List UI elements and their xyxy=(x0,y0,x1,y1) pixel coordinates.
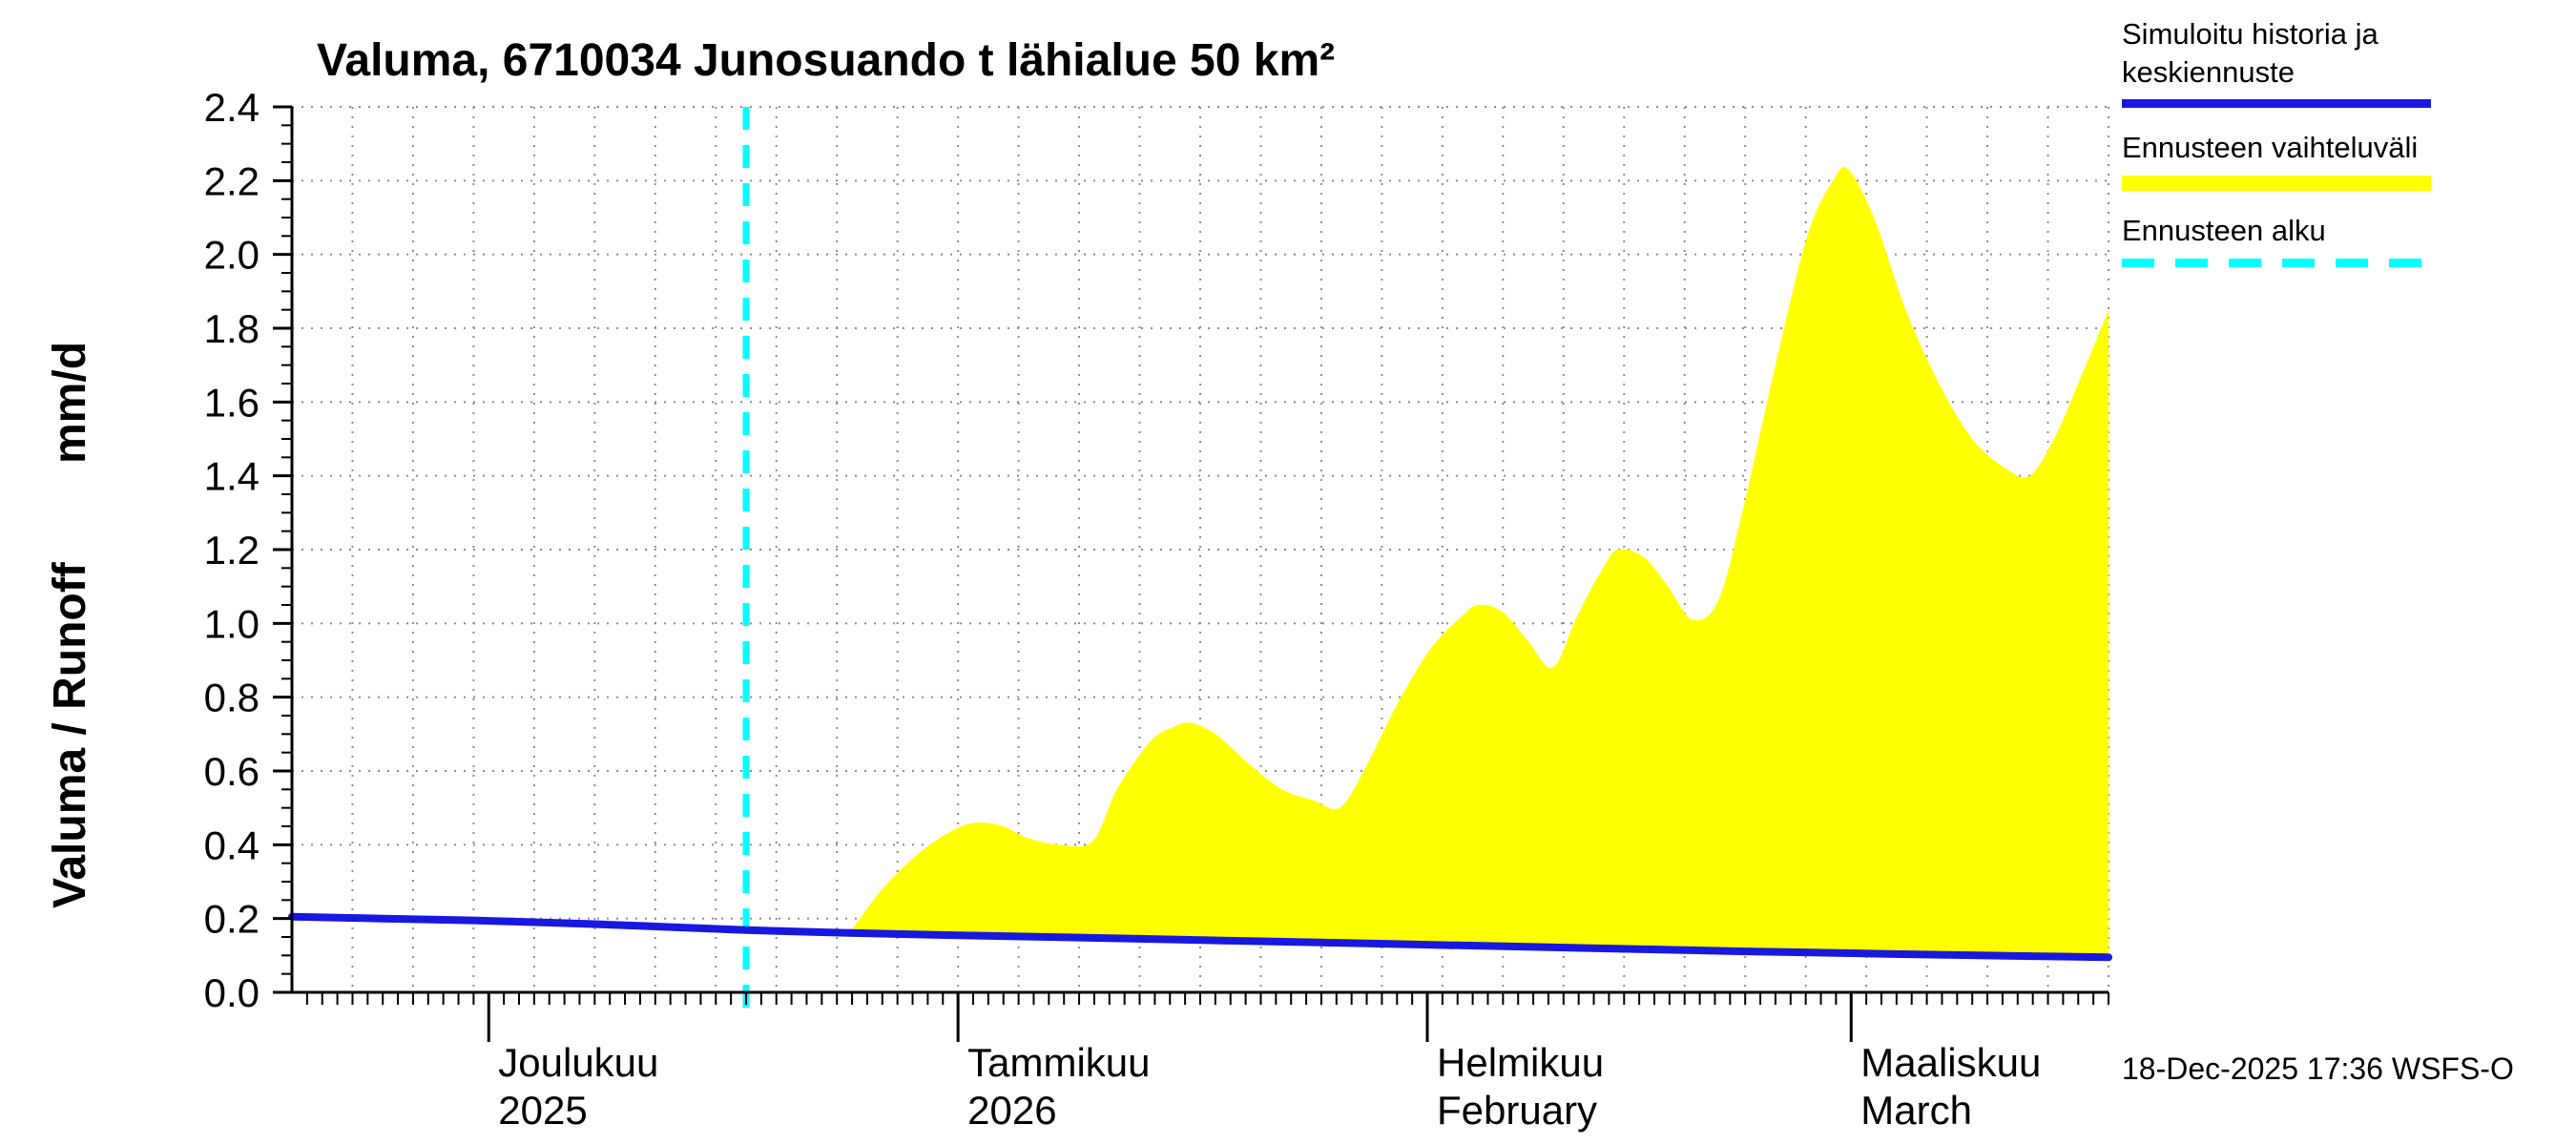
x-month-sublabel: February xyxy=(1437,1088,1597,1133)
y-tick-label: 0.8 xyxy=(204,676,260,720)
y-tick-label: 1.8 xyxy=(204,306,260,351)
y-tick-label: 1.0 xyxy=(204,601,260,646)
legend-swatch-forecast-band xyxy=(2122,176,2431,192)
y-tick-label: 2.0 xyxy=(204,233,260,278)
y-tick-label: 0.2 xyxy=(204,897,260,942)
tick-marks xyxy=(273,105,2109,1042)
y-tick-label: 0.4 xyxy=(204,822,260,867)
legend-item-forecast-range: Ennusteen vaihteluväli xyxy=(2122,129,2446,192)
legend-label-history: Simuloitu historia ja keskiennuste xyxy=(2122,17,2379,89)
x-month-label: Tammikuu xyxy=(967,1040,1150,1085)
legend-label-forecast-start: Ennusteen alku xyxy=(2122,214,2326,248)
x-month-sublabel: 2026 xyxy=(967,1088,1056,1133)
y-tick-label: 2.4 xyxy=(204,85,260,130)
forecast-range-band xyxy=(852,167,2109,958)
legend-label-forecast-range: Ennusteen vaihteluväli xyxy=(2122,131,2419,165)
x-month-label: Maaliskuu xyxy=(1860,1040,2041,1085)
y-axis-unit-label: mm/d xyxy=(45,341,95,464)
y-axis-label: Valuma / Runoff xyxy=(45,562,95,908)
y-tick-label: 0.0 xyxy=(204,970,260,1015)
legend-item-forecast-start: Ennusteen alku xyxy=(2122,212,2446,267)
y-tick-label: 2.2 xyxy=(204,158,260,203)
x-month-sublabel: March xyxy=(1860,1088,1972,1133)
legend: Simuloitu historia ja keskiennuste Ennus… xyxy=(2122,15,2446,288)
history-mean-line xyxy=(288,912,2112,962)
legend-item-history: Simuloitu historia ja keskiennuste xyxy=(2122,15,2446,109)
y-tick-label: 0.6 xyxy=(204,749,260,794)
y-tick-label: 1.4 xyxy=(204,454,260,499)
y-tick-label: 1.6 xyxy=(204,380,260,425)
x-month-label: Joulukuu xyxy=(498,1040,658,1085)
legend-swatch-forecast-start-dash xyxy=(2122,258,2431,267)
generation-timestamp: 18-Dec-2025 17:36 WSFS-O xyxy=(2122,1051,2514,1086)
chart-title: Valuma, 6710034 Junosuando t lähialue 50… xyxy=(317,35,1336,86)
x-month-label: Helmikuu xyxy=(1437,1040,1604,1085)
legend-swatch-history-line xyxy=(2122,99,2431,109)
y-tick-label: 1.2 xyxy=(204,528,260,572)
x-month-sublabel: 2025 xyxy=(498,1088,587,1133)
